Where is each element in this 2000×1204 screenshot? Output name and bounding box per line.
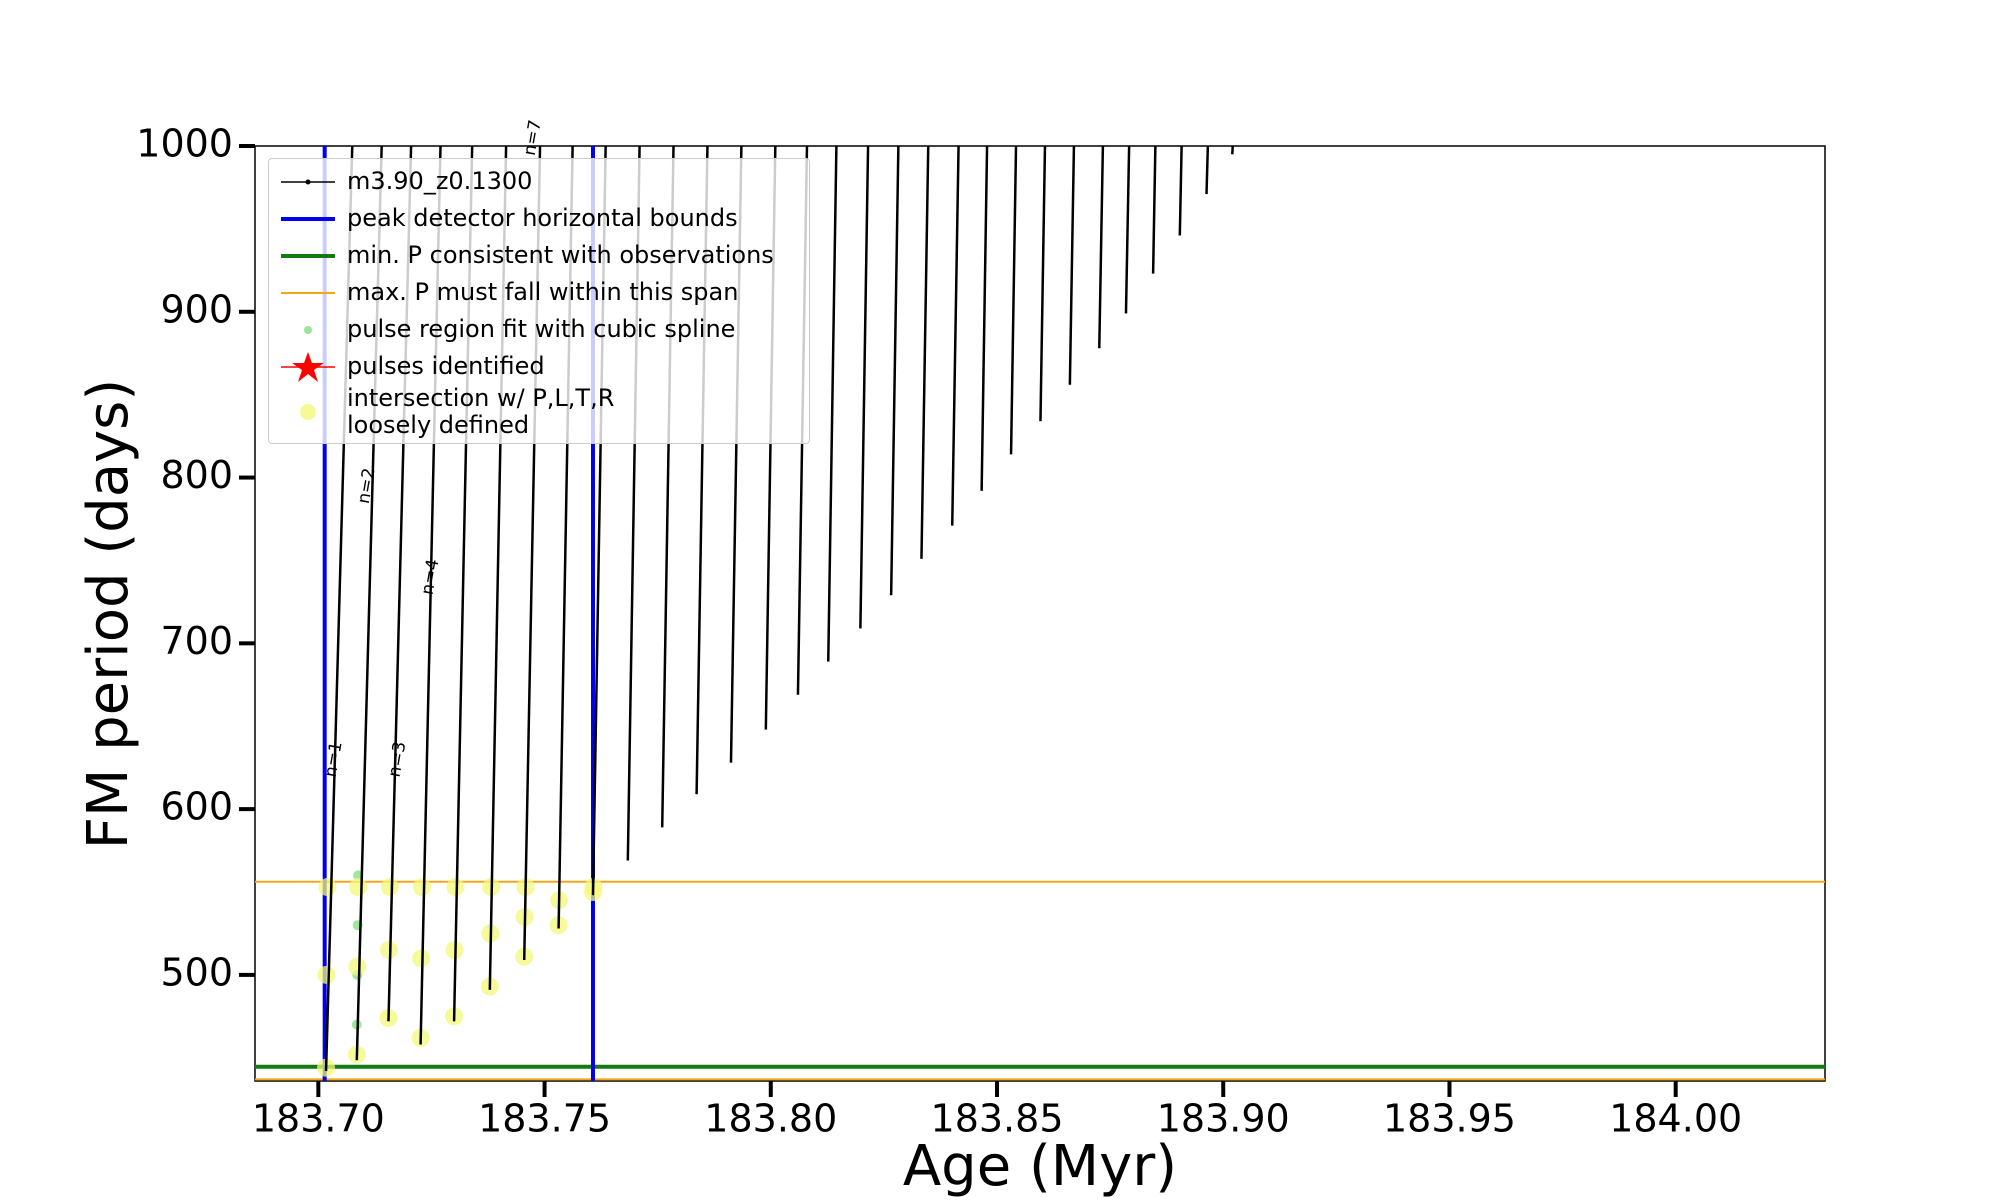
legend-swatch	[281, 179, 335, 184]
legend-label: pulse region fit with cubic spline	[347, 315, 736, 343]
legend-swatch	[281, 216, 335, 221]
x-tick-label: 183.75	[478, 1097, 611, 1141]
annotation: n=4	[418, 558, 444, 597]
legend-entry: max. P must fall within this span	[269, 274, 809, 311]
plot-frame	[254, 145, 1826, 1082]
legend-swatch	[304, 325, 312, 334]
x-tick-label: 183.80	[704, 1097, 837, 1141]
legend-entry: peak detector horizontal bounds	[269, 200, 809, 237]
x-tick-label: 183.90	[1157, 1097, 1290, 1141]
x-tick-label: 183.95	[1383, 1097, 1516, 1141]
annotation: n=7	[520, 118, 546, 157]
x-tick-label: 183.85	[931, 1097, 1064, 1141]
legend-symbol	[300, 404, 316, 420]
x-tick-label: 183.70	[252, 1097, 385, 1141]
y-tick-label: 700	[160, 619, 233, 663]
scatter-point	[412, 878, 431, 897]
y-axis-label: FM period (days)	[76, 379, 141, 849]
legend-entry: pulses identified	[269, 348, 809, 385]
legend-swatch	[300, 404, 316, 420]
scatter-point	[379, 941, 398, 960]
legend-entry: min. P consistent with observations	[269, 237, 809, 274]
legend-label: pulses identified	[347, 352, 545, 380]
legend-label: peak detector horizontal bounds	[347, 204, 738, 232]
legend-swatch	[281, 291, 335, 294]
x-tick-label: 184.00	[1609, 1097, 1742, 1141]
legend-label: intersection w/ P,L,T,R loosely defined	[347, 384, 615, 439]
legend-label: m3.90_z0.1300	[347, 167, 533, 195]
legend-symbol	[292, 351, 324, 382]
y-tick-label: 1000	[136, 122, 233, 166]
x-axis-label: Age (Myr)	[903, 1134, 1177, 1199]
y-tick-label: 500	[160, 950, 233, 994]
y-tick-label: 800	[160, 453, 233, 497]
scatter-point	[317, 965, 336, 984]
legend-symbol	[305, 179, 311, 184]
scatter-point	[412, 949, 431, 968]
legend-entry: m3.90_z0.1300	[269, 163, 809, 200]
legend-label: min. P consistent with observations	[347, 241, 774, 269]
annotation: n=2	[354, 466, 380, 505]
scatter-point	[446, 878, 465, 897]
scatter-point	[348, 957, 367, 976]
legend-label: max. P must fall within this span	[347, 278, 739, 306]
annotation: n=3	[385, 740, 411, 779]
y-tick-label: 900	[160, 287, 233, 331]
legend-entry: intersection w/ P,L,T,R loosely defined	[269, 385, 809, 439]
legend-entry: pulse region fit with cubic spline	[269, 311, 809, 348]
legend-swatch	[281, 351, 335, 382]
legend-symbol	[304, 325, 312, 334]
y-tick-label: 600	[160, 785, 233, 829]
scatter-point	[349, 878, 368, 897]
legend-swatch	[281, 253, 335, 258]
scatter-point	[318, 878, 337, 897]
scatter-point	[380, 878, 399, 897]
